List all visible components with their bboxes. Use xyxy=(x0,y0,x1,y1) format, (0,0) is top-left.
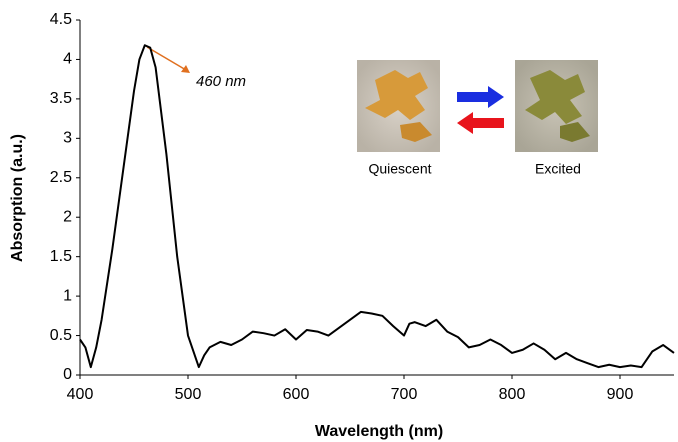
annotation-arrow xyxy=(146,46,187,71)
x-tick-label: 400 xyxy=(67,386,94,403)
y-tick-label: 4.5 xyxy=(50,11,72,28)
x-tick-label: 500 xyxy=(175,386,202,403)
crystal xyxy=(560,122,590,142)
y-tick-label: 0 xyxy=(63,366,72,383)
y-tick-label: 2 xyxy=(63,208,72,225)
crystal xyxy=(400,122,432,142)
y-tick-label: 1.5 xyxy=(50,248,72,265)
crystal xyxy=(365,70,428,120)
x-tick-label: 800 xyxy=(499,386,526,403)
y-tick-label: 1 xyxy=(63,287,72,304)
x-tick-label: 600 xyxy=(283,386,310,403)
y-tick-label: 3.5 xyxy=(50,90,72,107)
inset-label: Quiescent xyxy=(368,161,431,177)
x-tick-label: 900 xyxy=(607,386,634,403)
inset-label: Excited xyxy=(535,161,581,177)
y-tick-label: 0.5 xyxy=(50,327,72,344)
arrow-back xyxy=(457,112,504,134)
annotation: 460 nm xyxy=(196,73,246,90)
y-axis-label: Absorption (a.u.) xyxy=(9,134,26,262)
spectrum-line xyxy=(79,44,675,369)
y-tick-label: 2.5 xyxy=(50,169,72,186)
annotation-arrowhead xyxy=(181,65,190,73)
crystal xyxy=(525,70,585,124)
x-axis-label: Wavelength (nm) xyxy=(315,423,443,440)
y-tick-label: 4 xyxy=(63,51,72,68)
x-tick-label: 700 xyxy=(391,386,418,403)
arrow-forward xyxy=(457,86,504,108)
y-tick-label: 3 xyxy=(63,130,72,147)
inset: Quiescent Excited xyxy=(357,60,598,177)
